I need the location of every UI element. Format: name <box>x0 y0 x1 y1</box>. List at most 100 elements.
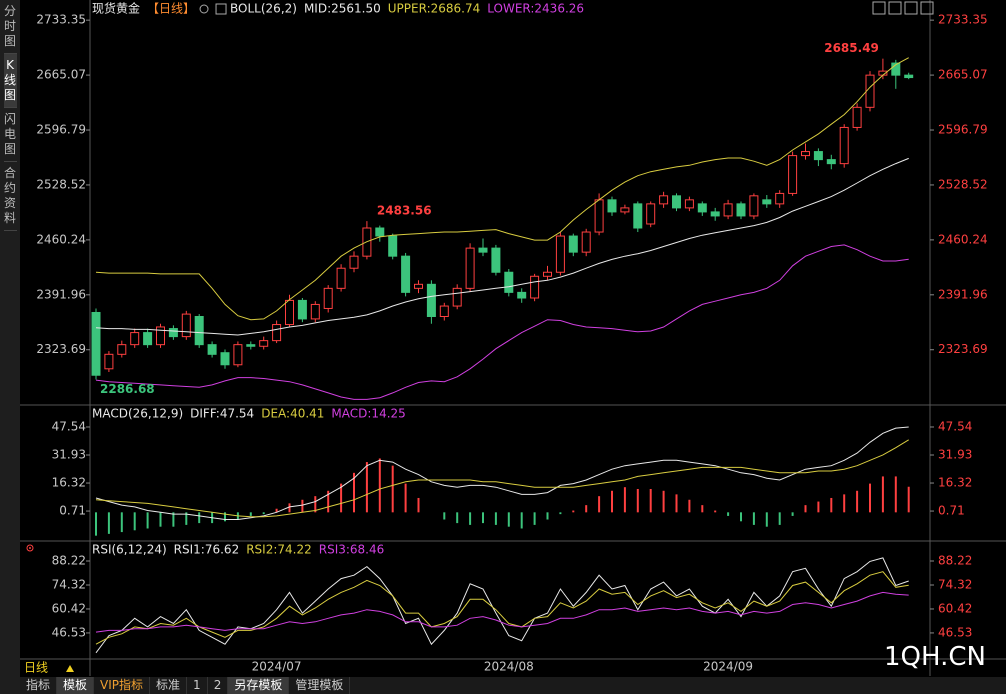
toolbar-tab[interactable]: 模板 <box>57 677 95 694</box>
candle-body <box>168 328 178 338</box>
icon[interactable] <box>888 1 902 15</box>
legend-item: UPPER:2686.74 <box>388 2 480 16</box>
macd-bar <box>262 512 265 515</box>
toolbar: 指标 模板 VIP指标 标准 1 2 另存模板 管理模板 <box>20 677 1006 694</box>
candle-body <box>543 271 552 277</box>
macd-bar <box>469 512 472 525</box>
icon[interactable] <box>904 1 918 15</box>
toolbar-tab[interactable]: 管理模板 <box>289 677 351 694</box>
macd-bar <box>778 512 781 525</box>
indicator-line <box>95 57 909 321</box>
period-arrow[interactable] <box>66 665 74 672</box>
macd-bar <box>740 512 742 522</box>
indicator-line <box>95 439 909 518</box>
y-tick-label: 2596.79 <box>938 123 988 137</box>
candle-body <box>117 344 127 355</box>
candle-body <box>143 332 153 346</box>
macd-bar <box>107 512 110 534</box>
candle-body <box>336 267 346 289</box>
macd-bar <box>172 512 175 527</box>
macd-bar <box>701 505 704 513</box>
toolbar-tab[interactable]: 1 <box>187 677 208 694</box>
candle-body <box>826 159 836 165</box>
legend-item: RSI2:74.22 <box>246 543 312 557</box>
toolbar-tab[interactable]: 另存模板 <box>228 677 290 694</box>
candle-body <box>207 344 217 355</box>
sidebar-tab[interactable]: K线图 <box>3 54 17 108</box>
candle-body <box>904 74 914 79</box>
macd-bar <box>275 508 278 513</box>
extreme-label: 2483.56 <box>377 204 432 218</box>
macd-bar <box>301 499 304 513</box>
macd-bar <box>752 512 755 525</box>
macd-bar <box>404 483 407 513</box>
macd-bar <box>146 512 149 529</box>
y-tick-label: 88.22 <box>52 554 86 568</box>
rsi-icon-dot <box>29 547 31 549</box>
legend-item: MACD:14.25 <box>331 407 405 421</box>
macd-bar <box>314 496 317 513</box>
sidebar: 分时图 K线图 闪电图 合约资料 <box>0 0 20 694</box>
macd-bar <box>843 494 846 513</box>
indicator-line <box>95 571 909 645</box>
y-tick-label: 2596.79 <box>36 123 86 137</box>
period-status[interactable]: 日线 <box>24 661 48 675</box>
legend-item: RSI(6,12,24) <box>92 543 167 557</box>
sidebar-tab[interactable]: 合约资料 <box>3 162 17 231</box>
y-tick-label: 2391.96 <box>36 287 86 301</box>
macd-bar <box>365 462 368 513</box>
macd-bar <box>353 472 355 513</box>
candle-body <box>91 311 101 376</box>
candle-body <box>594 199 604 233</box>
macd-bar <box>598 496 601 513</box>
toolbar-tab[interactable]: VIP指标 <box>94 677 151 694</box>
icon[interactable] <box>872 1 886 15</box>
y-tick-label: 2665.07 <box>938 68 988 82</box>
indicator-line <box>95 557 909 654</box>
legend-item: LOWER:2436.26 <box>487 2 584 16</box>
legend-item: 现货黄金 <box>92 1 140 16</box>
macd-bar <box>340 483 343 513</box>
toolbar-tab[interactable]: 指标 <box>20 677 58 694</box>
y-tick-label: 2323.69 <box>36 342 86 356</box>
toolbar-tab[interactable]: 2 <box>208 677 229 694</box>
macd-bar <box>894 476 897 513</box>
macd-bar <box>856 490 859 513</box>
sidebar-tab[interactable]: 闪电图 <box>3 108 17 162</box>
candle-body <box>684 199 694 209</box>
candle-body <box>156 326 165 346</box>
macd-bar <box>623 487 626 513</box>
macd-bar <box>288 503 291 513</box>
icon[interactable] <box>920 1 934 15</box>
candle-body <box>259 340 269 347</box>
macd-bar <box>327 490 330 513</box>
toolbar-tab[interactable]: 标准 <box>150 677 188 694</box>
macd-bar <box>520 512 523 529</box>
macd-bar <box>688 499 691 513</box>
macd-bar <box>804 505 807 513</box>
candle-body <box>710 211 720 217</box>
candle-body <box>310 303 320 320</box>
macd-bar <box>120 512 123 533</box>
candle-body <box>491 247 501 273</box>
x-tick-label: 2024/08 <box>484 660 534 674</box>
candle-body <box>439 305 449 318</box>
candle-body <box>852 106 862 128</box>
sidebar-tab[interactable]: 分时图 <box>3 0 17 54</box>
candle-body <box>788 155 798 194</box>
window-icons[interactable] <box>872 1 934 15</box>
y-tick-label: 16.32 <box>938 476 972 490</box>
candle-body <box>104 353 114 370</box>
macd-bar <box>907 486 910 513</box>
background <box>20 0 1006 694</box>
y-tick-label: 2323.69 <box>938 342 988 356</box>
macd-bar <box>585 505 588 513</box>
macd-bar <box>727 512 730 516</box>
macd-bar <box>662 490 665 513</box>
candle-body <box>478 247 488 253</box>
candle-body <box>646 203 656 225</box>
macd-bar <box>559 512 562 515</box>
candle-body <box>672 195 681 209</box>
candle-body <box>375 227 385 237</box>
candle-body <box>607 199 617 213</box>
